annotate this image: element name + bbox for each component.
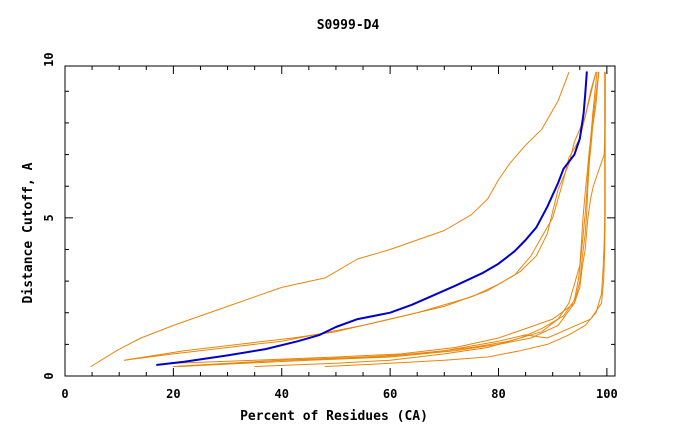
x-tick-label: 40 bbox=[275, 387, 289, 401]
x-tick-label: 0 bbox=[61, 387, 68, 401]
series-line-model-4 bbox=[172, 71, 600, 367]
series-line-model-8 bbox=[324, 71, 606, 367]
x-axis-label: Percent of Residues (CA) bbox=[240, 409, 428, 424]
series-line-model-9 bbox=[178, 71, 606, 367]
series-line-highlight bbox=[156, 71, 588, 366]
x-tick-label: 80 bbox=[491, 387, 505, 401]
axis-ticks bbox=[64, 66, 615, 377]
series-line-model-2 bbox=[124, 71, 597, 361]
series-line-model-1 bbox=[90, 71, 570, 367]
y-tick-label: 0 bbox=[42, 372, 56, 379]
x-tick-label: 60 bbox=[383, 387, 397, 401]
x-tick-label: 20 bbox=[166, 387, 180, 401]
series-line-model-5 bbox=[172, 71, 600, 364]
series-line-model-6 bbox=[254, 71, 598, 367]
tick-labels: 0 20 40 60 80 100 0 5 10 bbox=[42, 52, 618, 401]
y-tick-label: 10 bbox=[42, 52, 56, 66]
plot-frame bbox=[64, 65, 616, 377]
x-tick-label: 100 bbox=[596, 387, 618, 401]
y-tick-label: 5 bbox=[42, 214, 56, 221]
y-axis-label: Distance Cutoff, A bbox=[21, 162, 36, 303]
series-group bbox=[90, 71, 606, 367]
chart-title: S0999-D4 bbox=[317, 18, 380, 33]
series-line-model-3 bbox=[124, 71, 597, 361]
